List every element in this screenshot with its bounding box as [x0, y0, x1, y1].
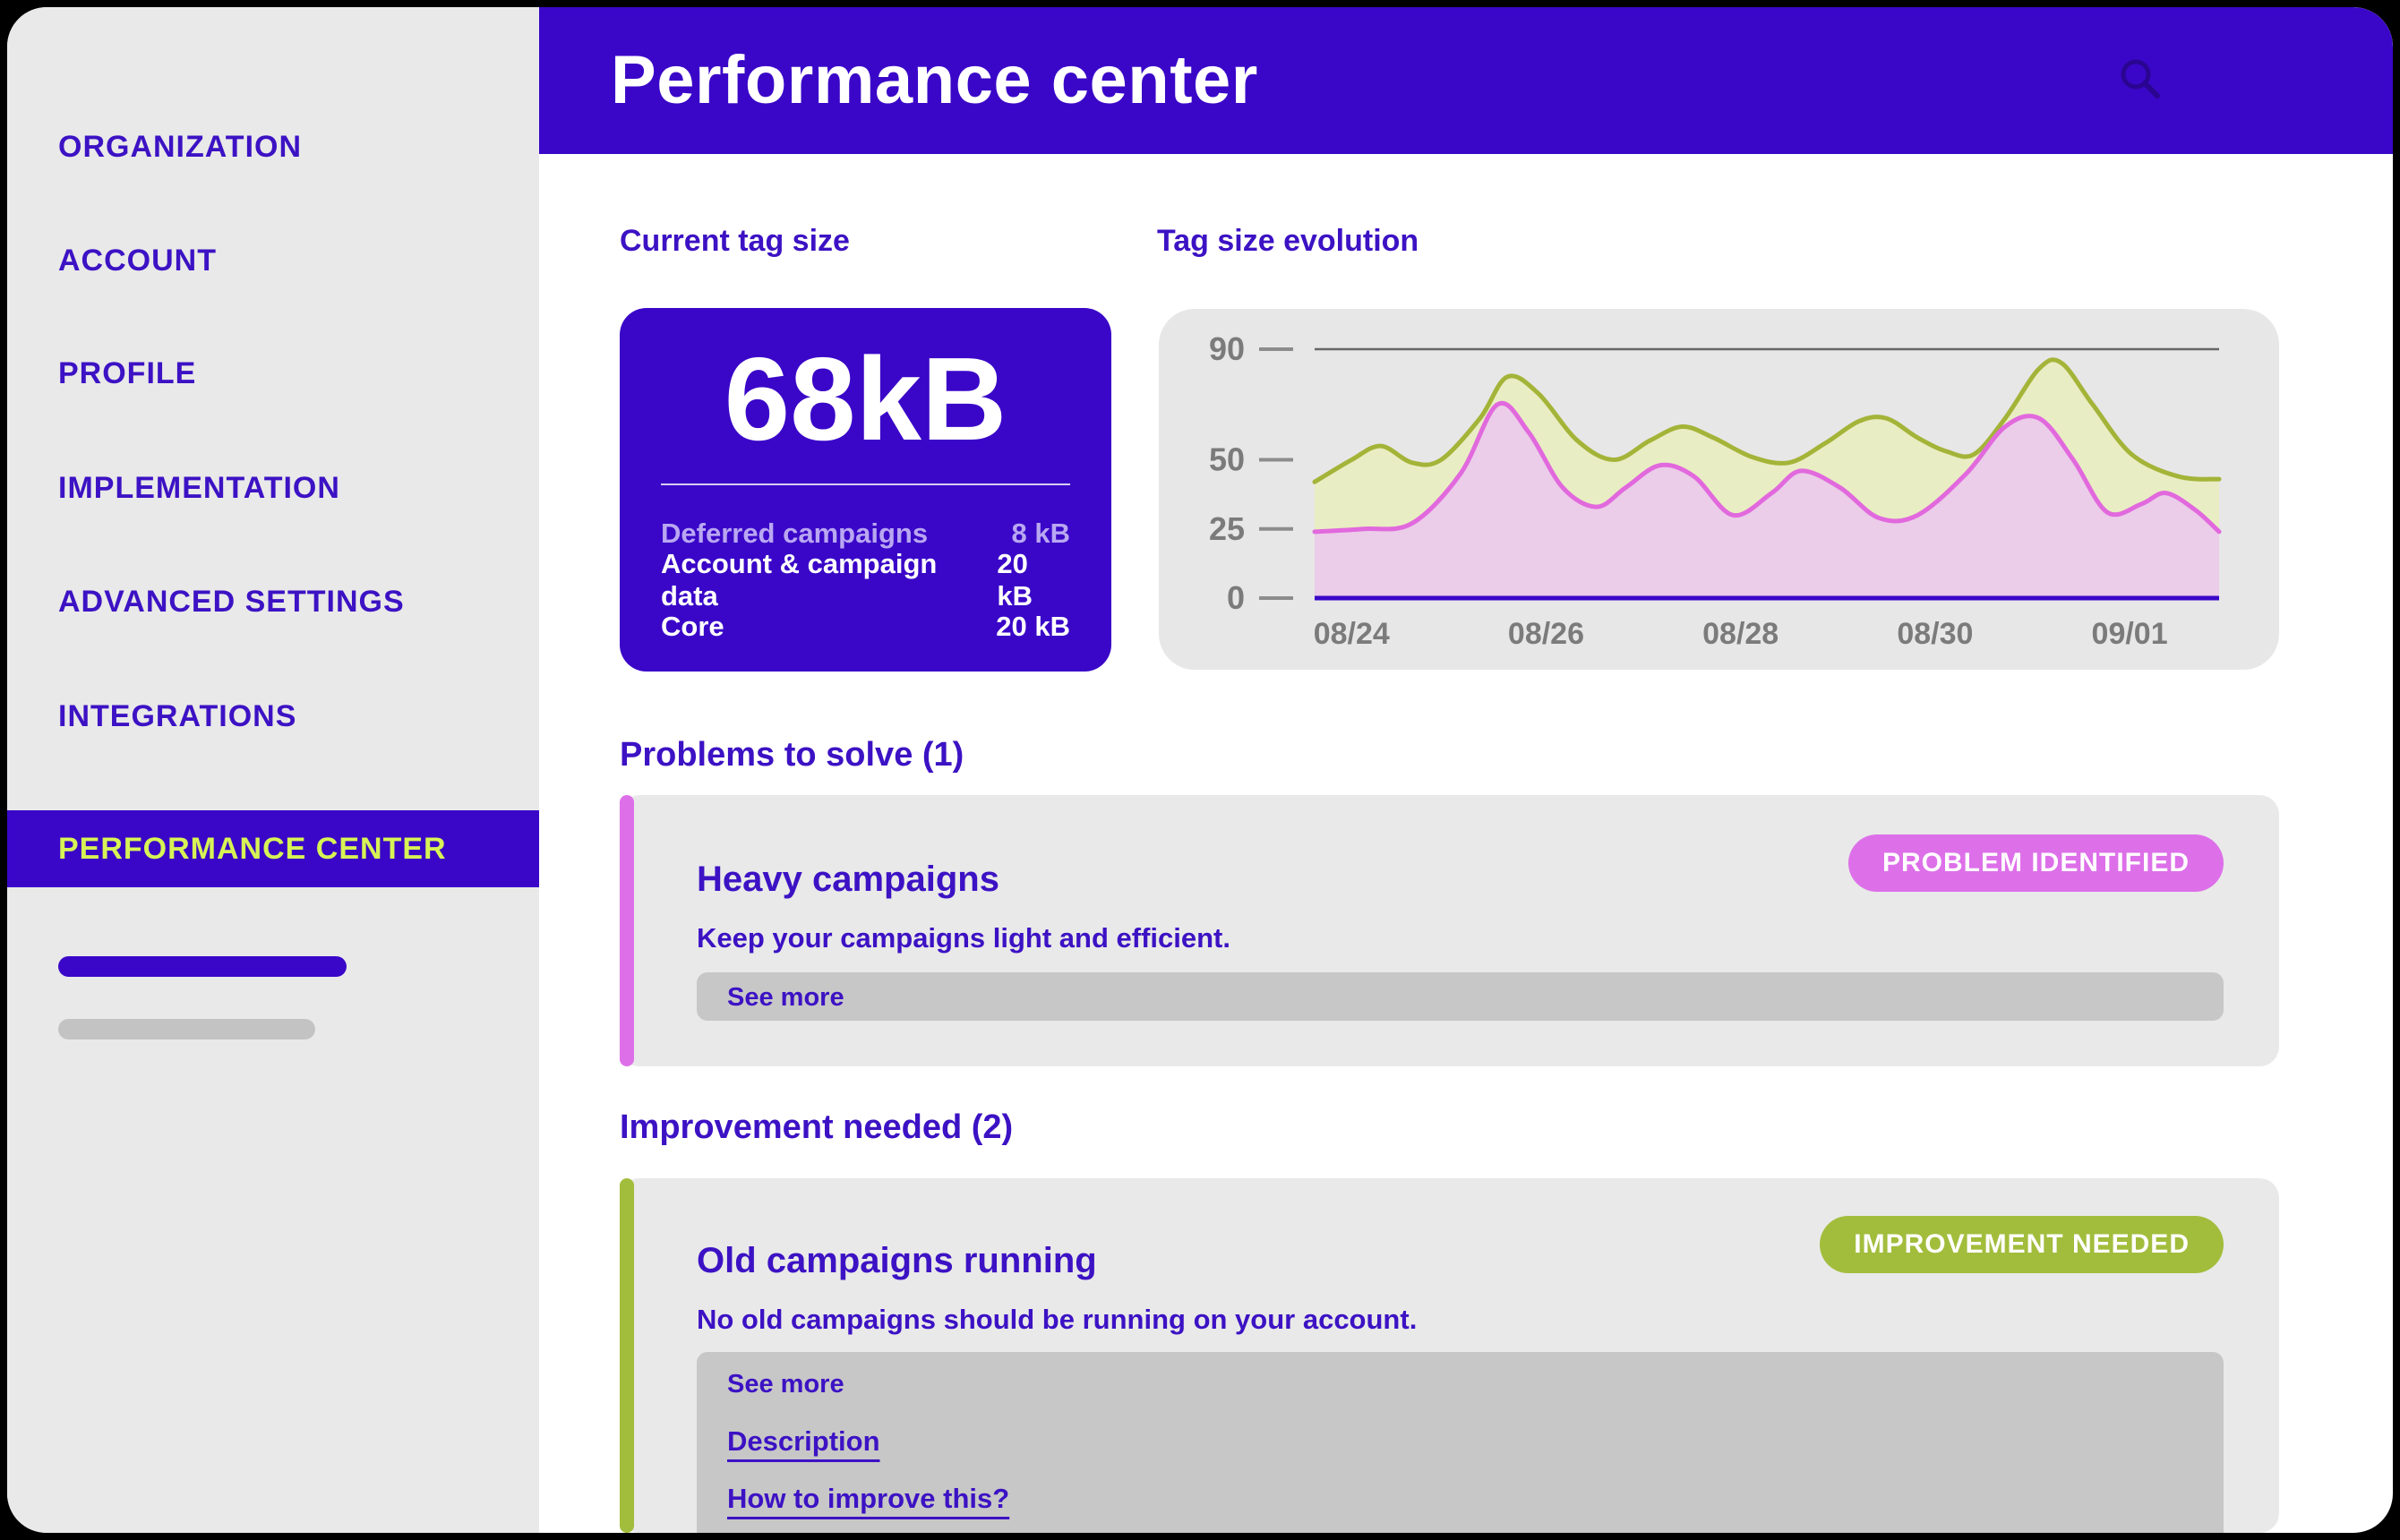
svg-text:90: 90 — [1209, 330, 1245, 367]
improvement-heading: Improvement needed (2) — [620, 1108, 1014, 1146]
problems-heading: Problems to solve (1) — [620, 736, 964, 774]
svg-text:08/30: 08/30 — [1897, 617, 1973, 651]
tag-size-breakdown: Deferred campaigns 8 kB Account & campai… — [661, 510, 1070, 650]
table-row: Core 20 kB — [661, 603, 1070, 650]
description-link[interactable]: Description — [727, 1425, 880, 1457]
svg-text:0: 0 — [1227, 579, 1245, 616]
improvement-description: No old campaigns should be running on yo… — [697, 1304, 1418, 1335]
row-label: Account & campaign data — [661, 548, 938, 612]
tag-total-size: 68kB — [724, 333, 1007, 465]
sidebar-item-account[interactable]: ACCOUNT — [58, 244, 217, 278]
problem-accent-strip — [620, 795, 634, 1066]
status-badge: PROBLEM IDENTIFIED — [1847, 834, 2224, 892]
how-to-improve-link[interactable]: How to improve this? — [727, 1483, 1010, 1514]
divider — [661, 483, 1070, 485]
tag-size-evolution-heading: Tag size evolution — [1157, 224, 1419, 258]
sidebar-item-integrations[interactable]: INTEGRATIONS — [58, 699, 297, 733]
page-title: Performance center — [611, 42, 1258, 118]
sidebar-skeleton-bar-secondary — [58, 1019, 315, 1040]
improvement-card-old-campaigns: Old campaigns running IMPROVEMENT NEEDED… — [620, 1178, 2279, 1533]
status-badge: IMPROVEMENT NEEDED — [1820, 1216, 2224, 1273]
expanded-details-panel: See more Description How to improve this… — [697, 1352, 2224, 1533]
app-window: ORGANIZATION ACCOUNT PROFILE IMPLEMENTAT… — [7, 7, 2393, 1533]
row-value: 20 kB — [996, 611, 1070, 642]
see-more-button[interactable]: See more — [697, 972, 2224, 1021]
table-row: Account & campaign data 20 kB — [661, 548, 1070, 612]
search-icon[interactable] — [2115, 54, 2165, 104]
current-tag-size-heading: Current tag size — [620, 224, 850, 258]
improvement-title: Old campaigns running — [697, 1241, 1097, 1280]
problem-card-heavy-campaigns: Heavy campaigns PROBLEM IDENTIFIED Keep … — [620, 795, 2279, 1066]
sidebar-item-profile[interactable]: PROFILE — [58, 356, 197, 390]
sidebar-item-organization[interactable]: ORGANIZATION — [58, 130, 303, 164]
svg-text:25: 25 — [1209, 510, 1245, 547]
row-value: 20 kB — [997, 548, 1033, 612]
tag-size-evolution-chart: 90 50 25 0 08/24 08/26 08/28 08/30 09/01 — [1159, 309, 2279, 670]
svg-text:09/01: 09/01 — [2092, 617, 2168, 651]
svg-text:08/26: 08/26 — [1508, 617, 1584, 651]
improvement-accent-strip — [620, 1178, 634, 1533]
row-label: Core — [661, 611, 724, 642]
page-header: Performance center — [539, 7, 2393, 154]
problem-description: Keep your campaigns light and efficient. — [697, 922, 1230, 954]
see-more-label: See more — [727, 983, 844, 1012]
sidebar-skeleton-bar-primary — [58, 956, 347, 977]
table-row: Deferred campaigns 8 kB — [661, 510, 1070, 557]
row-value: 8 kB — [1011, 518, 1070, 549]
svg-text:08/24: 08/24 — [1314, 617, 1390, 651]
sidebar-item-performance-center[interactable]: PERFORMANCE CENTER — [7, 810, 539, 887]
sidebar: ORGANIZATION ACCOUNT PROFILE IMPLEMENTAT… — [7, 7, 539, 1533]
svg-text:08/28: 08/28 — [1702, 617, 1779, 651]
sidebar-item-advanced-settings[interactable]: ADVANCED SETTINGS — [58, 585, 405, 619]
current-tag-size-card: 68kB Deferred campaigns 8 kB Account & c… — [620, 308, 1111, 672]
area-chart: 90 50 25 0 08/24 08/26 08/28 08/30 09/01 — [1209, 330, 2222, 651]
problem-title: Heavy campaigns — [697, 860, 999, 899]
sidebar-item-label: PERFORMANCE CENTER — [58, 832, 447, 866]
see-more-button[interactable]: See more — [727, 1370, 844, 1399]
row-label: Deferred campaigns — [661, 518, 929, 549]
sidebar-item-implementation[interactable]: IMPLEMENTATION — [58, 471, 340, 505]
svg-text:50: 50 — [1209, 441, 1245, 478]
